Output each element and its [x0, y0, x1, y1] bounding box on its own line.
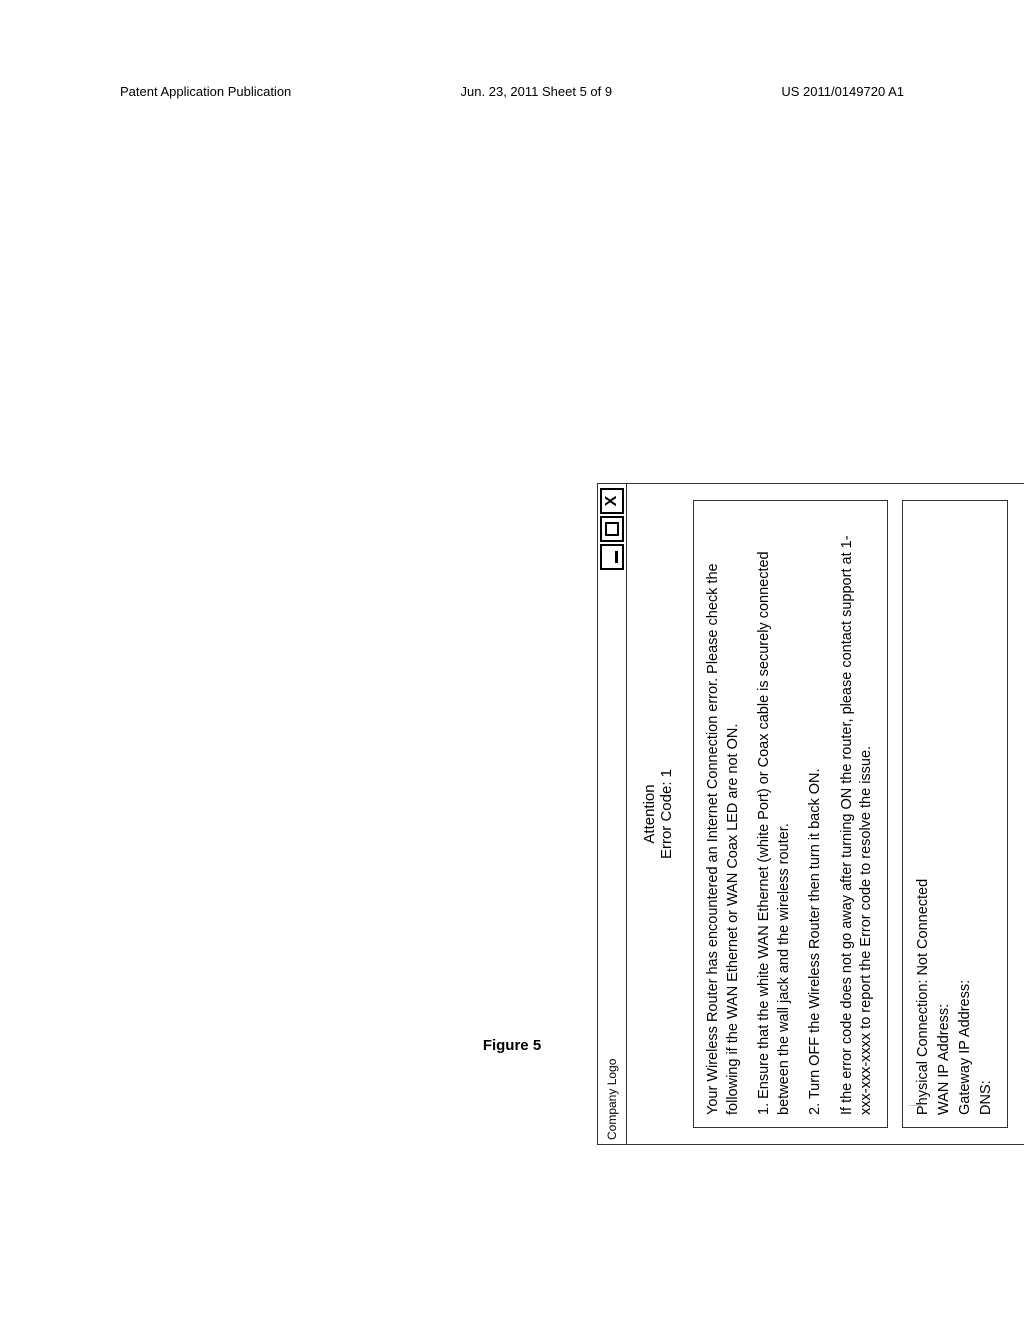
- page-header: Patent Application Publication Jun. 23, …: [120, 84, 904, 99]
- message-intro: Your Wireless Router has encountered an …: [704, 513, 743, 1115]
- status-dns: DNS:: [976, 513, 997, 1115]
- window-controls: X: [600, 488, 624, 572]
- message-support: If the error code does not go away after…: [838, 513, 877, 1115]
- status-wan: WAN IP Address:: [934, 513, 955, 1115]
- status-box: Physical Connection: Not Connected WAN I…: [902, 500, 1008, 1128]
- error-code: Error Code: 1: [658, 500, 675, 1128]
- status-gateway: Gateway IP Address:: [955, 513, 976, 1115]
- status-physical: Physical Connection: Not Connected: [913, 513, 934, 1115]
- close-icon[interactable]: X: [600, 488, 624, 514]
- header-left: Patent Application Publication: [120, 84, 291, 99]
- titlebar-text: Company Logo: [605, 572, 619, 1140]
- header-right: US 2011/0149720 A1: [781, 84, 904, 99]
- page: Patent Application Publication Jun. 23, …: [0, 0, 1024, 1320]
- message-step1: 1. Ensure that the white WAN Ethernet (w…: [755, 513, 794, 1115]
- minimize-icon[interactable]: [600, 544, 624, 570]
- attention-title: Attention: [641, 500, 658, 1128]
- message-step2: 2. Turn OFF the Wireless Router then tur…: [806, 513, 826, 1115]
- status-wan-label: WAN IP Address:: [936, 1004, 952, 1115]
- maximize-icon[interactable]: [600, 516, 624, 542]
- figure-label: Figure 5: [0, 1037, 1024, 1054]
- message-box: Your Wireless Router has encountered an …: [693, 500, 888, 1128]
- status-dns-label: DNS:: [978, 1080, 994, 1115]
- header-center: Jun. 23, 2011 Sheet 5 of 9: [461, 84, 613, 99]
- attention-block: Attention Error Code: 1: [641, 500, 675, 1128]
- status-physical-value: Not Connected: [915, 879, 931, 976]
